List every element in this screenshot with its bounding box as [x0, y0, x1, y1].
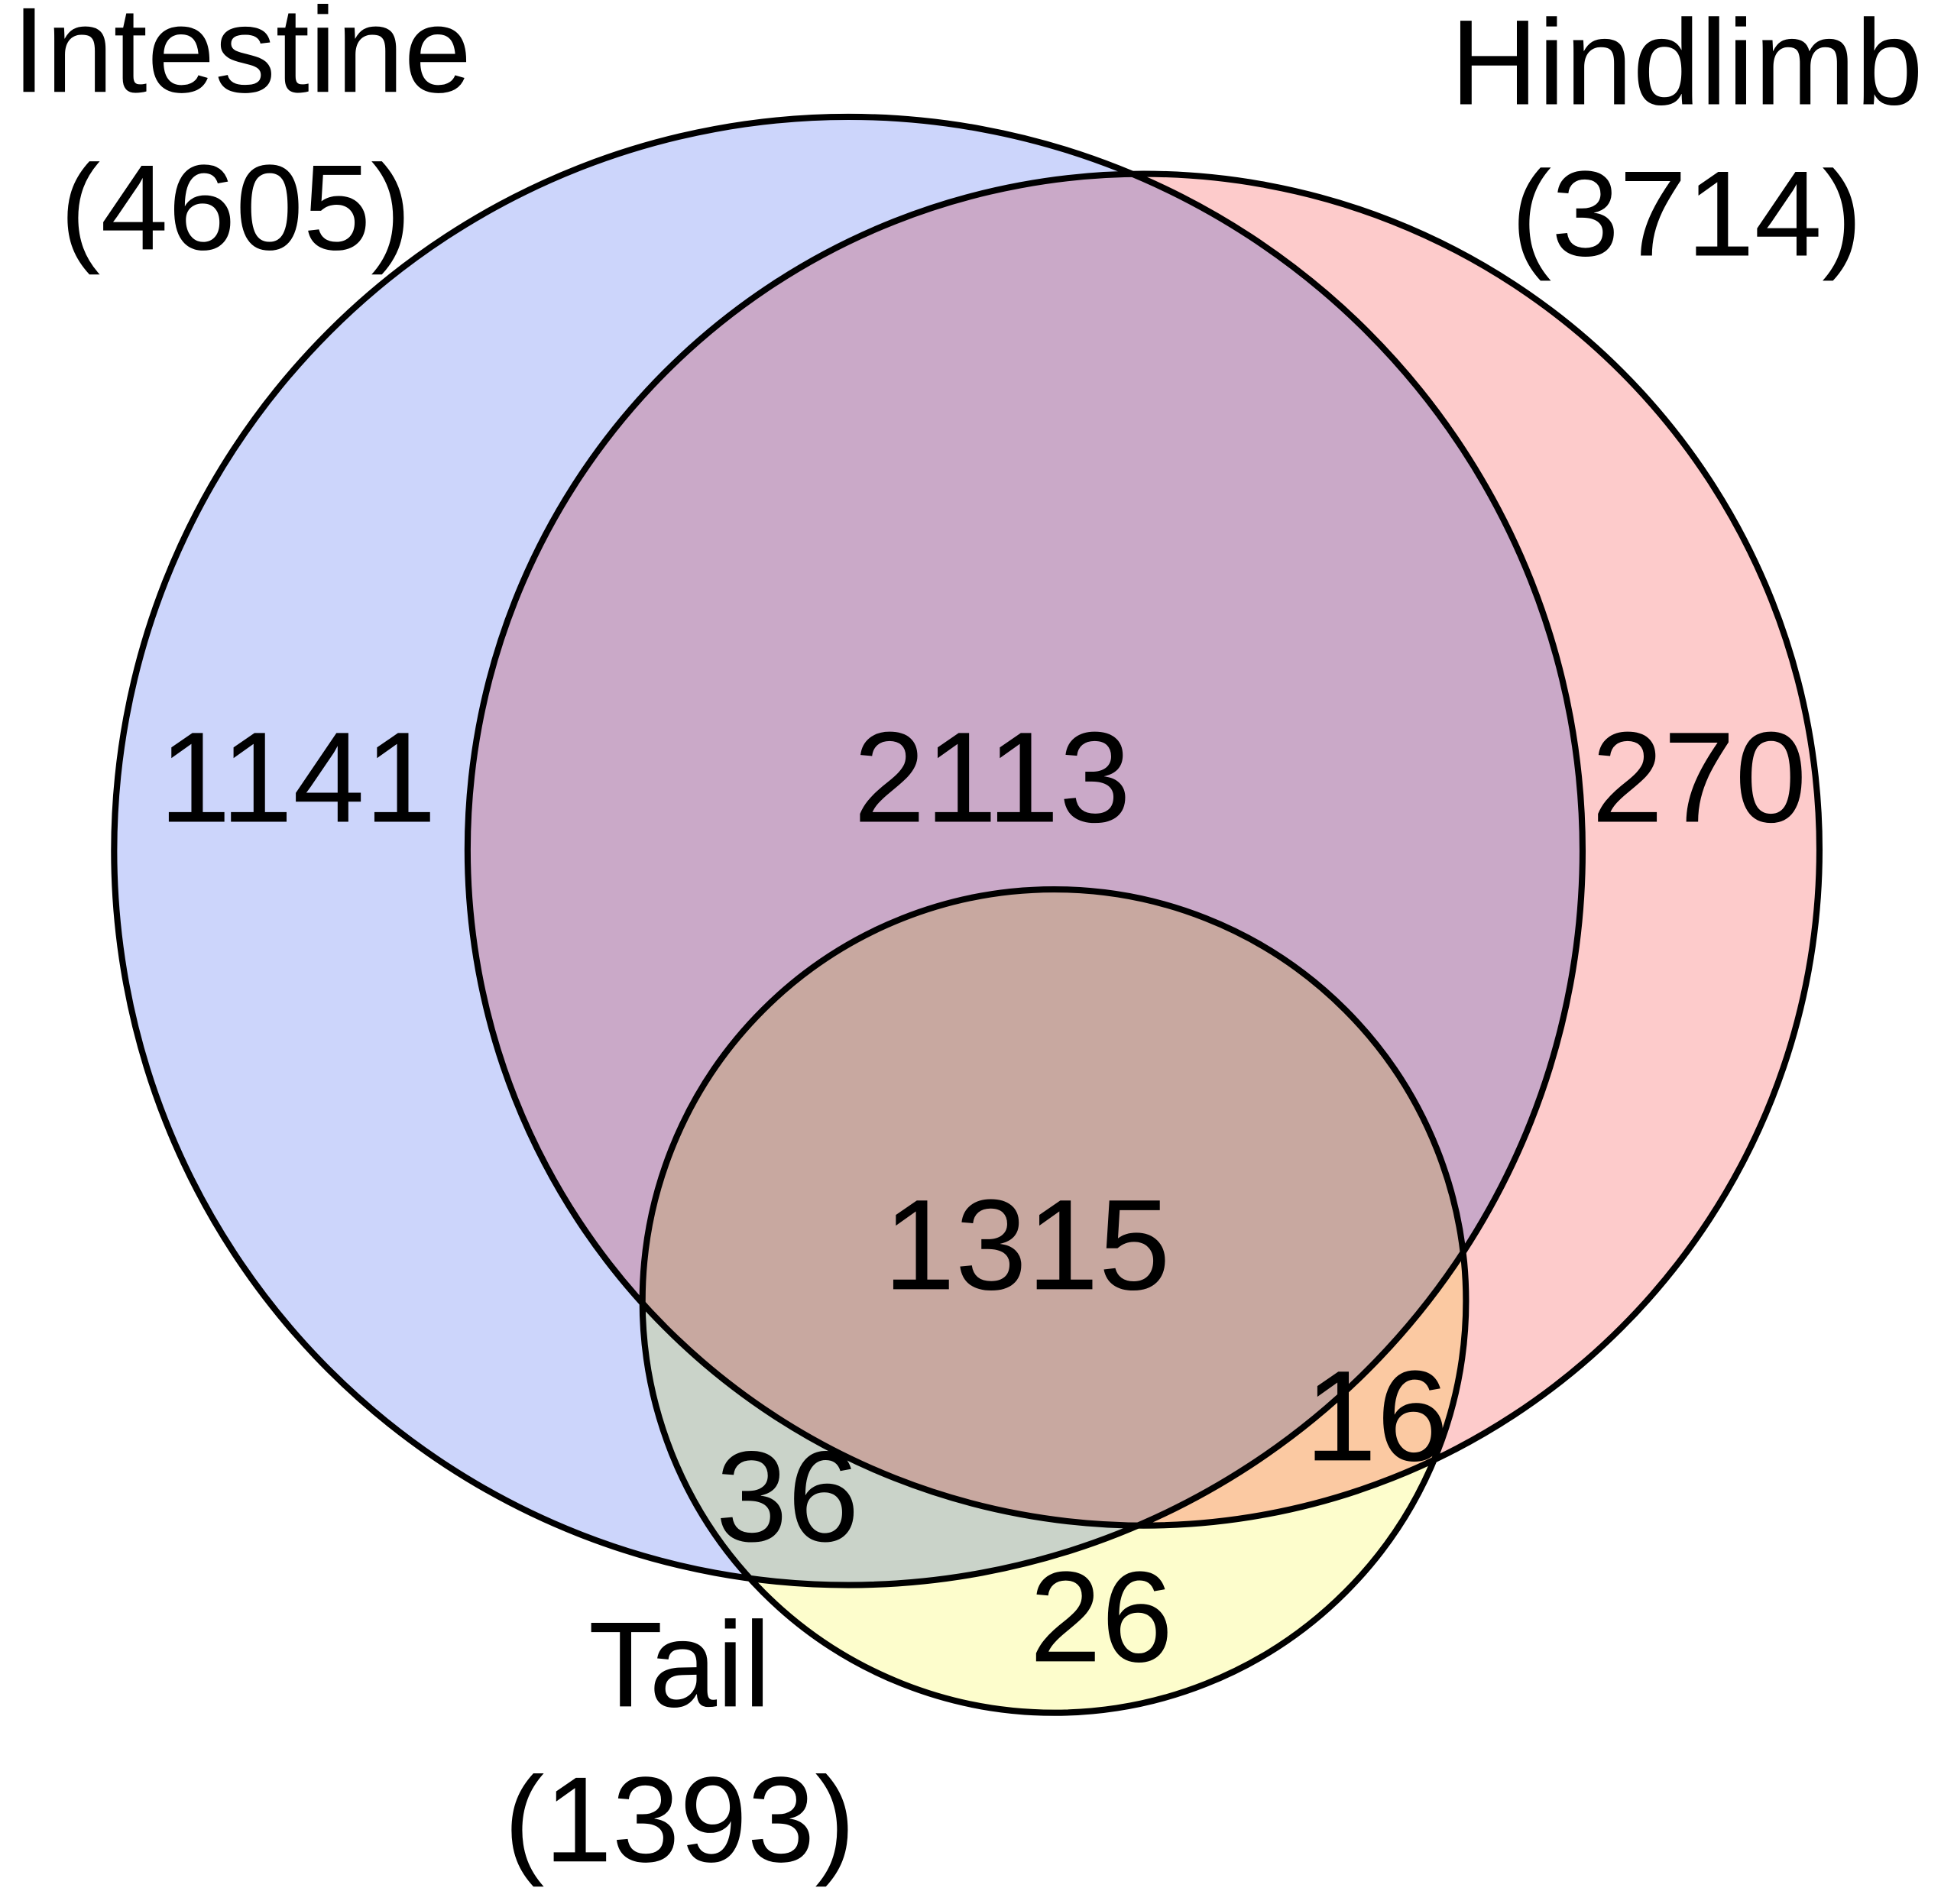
set-outline	[639, 886, 1470, 1716]
region-count: 270	[1592, 705, 1807, 850]
set-size: (1393)	[504, 1751, 856, 1887]
region-count: 36	[716, 1424, 860, 1569]
set-name: Hindlimb	[1450, 0, 1923, 130]
region-count: 2113	[854, 705, 1131, 850]
set-name: Intestine	[12, 0, 471, 118]
set-outline	[464, 170, 1823, 1529]
region-count: 26	[1029, 1544, 1173, 1689]
region-count: 1141	[159, 705, 436, 850]
region-count: 16	[1305, 1343, 1449, 1488]
set-outline	[111, 113, 1586, 1588]
set-size: (3714)	[1511, 146, 1862, 282]
set-area	[642, 889, 1466, 1713]
set-name: Tail	[588, 1596, 771, 1732]
region-count: 1315	[883, 1172, 1170, 1316]
set-size: (4605)	[60, 139, 411, 275]
